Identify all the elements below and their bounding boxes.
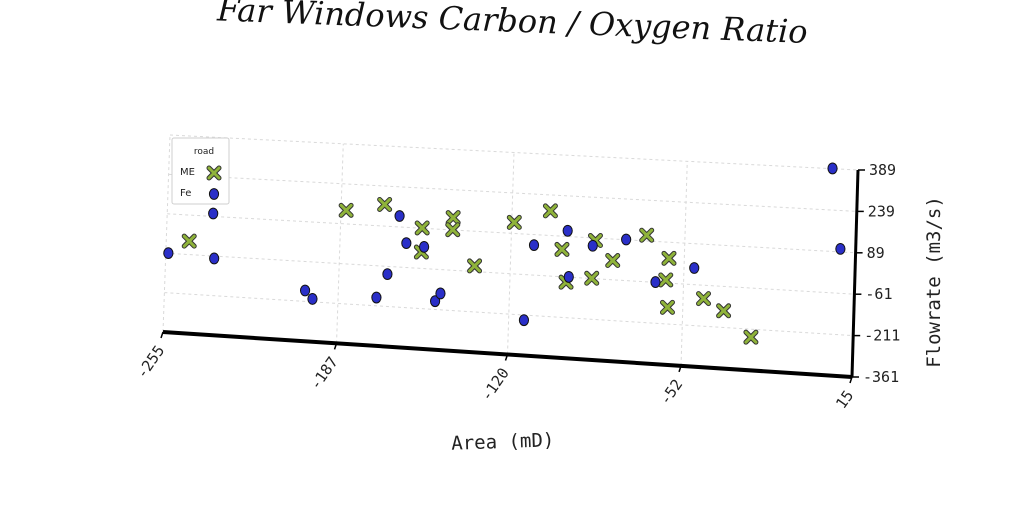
data-point-fe: [429, 295, 441, 308]
x-tick-label: 15: [832, 387, 857, 412]
legend-marker-me: [206, 165, 222, 181]
y-gridline: [168, 173, 857, 212]
data-point-me: [661, 250, 677, 266]
data-point-me: [584, 270, 600, 286]
x-gridline: [336, 143, 344, 344]
legend-label: Fe: [180, 188, 191, 199]
y-tick-label: 239: [868, 202, 895, 220]
data-point-fe: [689, 262, 700, 274]
data-point-me: [181, 233, 197, 249]
legend: road ME Fe: [171, 137, 230, 205]
data-point-me: [445, 222, 461, 238]
data-point-fe: [401, 237, 412, 250]
data-point-fe: [562, 224, 573, 237]
data-point-me: [414, 220, 430, 236]
data-point-me: [639, 227, 655, 243]
x-tick-label: -52: [656, 376, 686, 409]
y-gridline: [167, 213, 856, 254]
data-point-fe: [621, 233, 632, 246]
data-point-me: [506, 214, 522, 230]
y-tick-label: -61: [865, 285, 892, 303]
data-point-me: [554, 241, 570, 257]
data-point-fe: [382, 268, 393, 281]
x-tick: [678, 365, 682, 373]
x-axis-title: Area (mD): [451, 429, 555, 455]
data-point-me: [658, 272, 674, 288]
axes-layer: -255 -187 -120 -52 15 -361 -211 -61 89 239 389: [133, 161, 901, 412]
data-point-me: [743, 329, 759, 345]
data-point-me: [542, 203, 558, 219]
x-tick: [504, 354, 509, 361]
y-axis-title: Flowrate (m3/s): [923, 196, 945, 368]
x-gridline: [162, 134, 171, 333]
y-gridline: [164, 292, 854, 337]
x-tick-label: -187: [306, 353, 341, 393]
y-tick-label: 389: [869, 161, 896, 179]
data-point-fe: [299, 284, 311, 297]
y-gridline: [169, 134, 859, 171]
data-point-me: [467, 258, 483, 274]
legend-label: ME: [180, 167, 195, 178]
data-point-fe: [563, 271, 574, 283]
data-point-fe: [435, 287, 446, 300]
y-tick-label: 89: [867, 244, 885, 262]
data-point-fe: [419, 240, 430, 253]
data-point-fe: [371, 291, 382, 304]
data-point-fe: [827, 162, 838, 175]
data-point-fe: [518, 314, 530, 327]
x-gridline: [507, 152, 515, 355]
data-point-me: [696, 291, 712, 307]
data-point-fe: [650, 276, 661, 288]
legend-marker-fe: [208, 188, 220, 200]
data-point-me: [659, 299, 675, 315]
data-point-fe: [587, 239, 598, 252]
x-tick: [160, 331, 164, 339]
data-point-me: [377, 196, 393, 212]
x-tick: [333, 343, 338, 350]
data-point-me: [605, 253, 621, 269]
data-point-fe: [208, 207, 219, 220]
data-point-fe: [209, 252, 220, 265]
marks-layer: [163, 162, 846, 345]
y-axis-line: [850, 169, 860, 378]
y-tick-label: -211: [864, 327, 900, 345]
data-point-fe: [394, 210, 405, 222]
y-tick-label: -361: [863, 368, 899, 386]
legend-box: [171, 137, 230, 205]
x-gridline: [680, 161, 688, 366]
x-tick-label: -120: [477, 364, 512, 404]
x-tick: [849, 376, 853, 384]
data-point-me: [716, 303, 732, 319]
data-point-me: [445, 210, 461, 226]
data-point-fe: [307, 293, 318, 305]
data-point-fe: [163, 247, 174, 259]
y-gridline: [165, 252, 855, 295]
x-tick-label: -255: [133, 342, 168, 382]
data-point-fe: [835, 243, 846, 255]
legend-title: road: [194, 147, 214, 157]
data-point-fe: [528, 239, 540, 252]
data-point-me: [338, 202, 354, 218]
